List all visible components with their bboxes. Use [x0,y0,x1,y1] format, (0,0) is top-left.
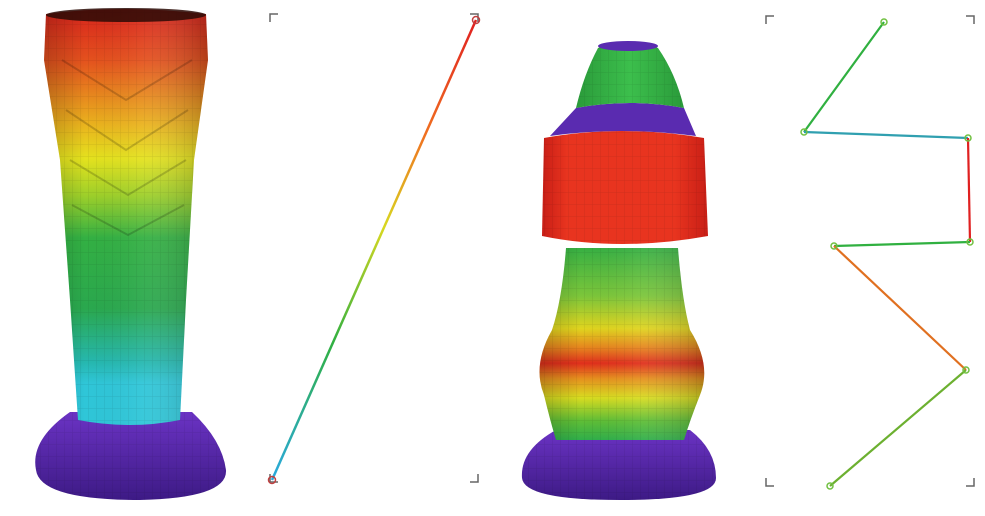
right-curve-point-2 [800,128,808,136]
left-column-contours [61,59,193,237]
right-shape-cap-texture [576,42,684,108]
right-curve-segment-6 [829,369,967,487]
left-column-base-texture [35,412,227,500]
right-shape-collar [550,103,696,136]
left-curve-point-1 [267,475,277,485]
left-curve-point-2 [471,15,481,25]
right-curve-segment-1 [803,21,885,133]
right-curve-segment-2 [803,130,969,140]
right-shape-stem-texture [539,248,705,440]
right-crop-marks [765,15,975,487]
left-curve-line [270,19,478,481]
right-curve-point-6 [962,366,970,374]
right-curve-point-4 [966,238,974,246]
right-curve [803,21,972,487]
left-panel [35,8,481,500]
left-column-top [46,8,206,22]
right-panel [521,15,975,500]
right-shape-cap-top [598,41,658,51]
right-curve-segment-5 [833,245,967,371]
right-curve-point-5 [830,242,838,250]
right-curve-points [800,18,974,490]
left-column-texture [44,9,208,425]
right-curve-point-7 [826,482,834,490]
right-curve-point-1 [880,18,888,26]
right-curve-segment-4 [833,240,971,248]
right-shape-base-texture [521,430,716,500]
right-shape-band-texture [542,131,708,244]
right-curve-segment-3 [966,137,972,243]
right-curve-point-3 [964,134,972,142]
